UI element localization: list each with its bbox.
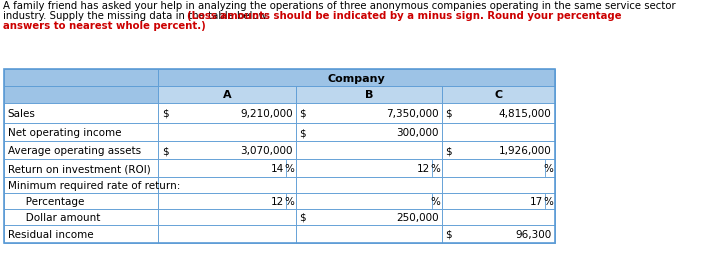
Text: Percentage: Percentage	[16, 196, 84, 206]
Bar	[159, 104, 296, 123]
Bar	[442, 225, 554, 243]
Bar	[296, 141, 442, 159]
Text: Minimum required rate of return:: Minimum required rate of return:	[7, 180, 180, 190]
Bar	[4, 177, 159, 193]
Text: $: $	[445, 108, 452, 119]
Text: $: $	[445, 229, 452, 239]
Text: C: C	[494, 90, 503, 100]
Text: $: $	[299, 212, 306, 222]
Bar	[442, 177, 554, 193]
Bar	[159, 209, 296, 225]
Bar	[296, 193, 442, 209]
Text: industry. Supply the missing data in the table below:: industry. Supply the missing data in the…	[4, 11, 273, 21]
Bar	[296, 104, 442, 123]
Text: Sales: Sales	[7, 108, 35, 119]
Text: answers to nearest whole percent.): answers to nearest whole percent.)	[4, 21, 206, 31]
Text: B: B	[365, 90, 373, 100]
Bar	[4, 193, 159, 209]
Bar	[4, 70, 554, 243]
Bar	[442, 87, 554, 104]
Text: 96,300: 96,300	[515, 229, 551, 239]
Bar	[442, 141, 554, 159]
Bar	[4, 159, 159, 177]
Bar	[159, 225, 296, 243]
Bar	[159, 193, 296, 209]
Text: Company: Company	[327, 73, 386, 83]
Text: $: $	[299, 108, 306, 119]
Bar	[159, 87, 296, 104]
Bar	[159, 70, 554, 87]
Bar	[4, 209, 159, 225]
Text: 3,070,000: 3,070,000	[241, 146, 293, 155]
Text: %: %	[430, 196, 440, 206]
Bar	[159, 159, 296, 177]
Text: %: %	[543, 196, 553, 206]
Bar	[4, 104, 159, 123]
Bar	[159, 123, 296, 141]
Text: Net operating income: Net operating income	[7, 128, 121, 137]
Bar	[442, 123, 554, 141]
Text: 1,926,000: 1,926,000	[498, 146, 551, 155]
Text: 9,210,000: 9,210,000	[240, 108, 293, 119]
Bar	[159, 141, 296, 159]
Bar	[4, 141, 159, 159]
Text: Dollar amount: Dollar amount	[16, 212, 101, 222]
Text: 250,000: 250,000	[396, 212, 439, 222]
Text: 7,350,000: 7,350,000	[386, 108, 439, 119]
Bar	[296, 87, 442, 104]
Text: Average operating assets: Average operating assets	[7, 146, 141, 155]
Text: 12: 12	[417, 163, 430, 173]
Text: A: A	[223, 90, 231, 100]
Text: %: %	[284, 163, 294, 173]
Text: Return on investment (ROI): Return on investment (ROI)	[7, 163, 150, 173]
Text: (Loss amounts should be indicated by a minus sign. Round your percentage: (Loss amounts should be indicated by a m…	[187, 11, 622, 21]
Bar	[4, 225, 159, 243]
Bar	[442, 104, 554, 123]
Text: 4,815,000: 4,815,000	[498, 108, 551, 119]
Bar	[442, 193, 554, 209]
Bar	[296, 177, 442, 193]
Text: %: %	[430, 163, 440, 173]
Text: 12: 12	[271, 196, 284, 206]
Bar	[296, 159, 442, 177]
Bar	[4, 87, 159, 104]
Text: 17: 17	[530, 196, 543, 206]
Text: $: $	[445, 146, 452, 155]
Text: 14: 14	[271, 163, 284, 173]
Bar	[159, 177, 296, 193]
Bar	[4, 70, 159, 87]
Text: $: $	[162, 146, 169, 155]
Bar	[296, 123, 442, 141]
Text: A family friend has asked your help in analyzing the operations of three anonymo: A family friend has asked your help in a…	[4, 1, 676, 11]
Bar	[296, 209, 442, 225]
Text: $: $	[299, 128, 306, 137]
Text: %: %	[543, 163, 553, 173]
Text: 300,000: 300,000	[396, 128, 439, 137]
Bar	[442, 159, 554, 177]
Bar	[296, 225, 442, 243]
Bar	[4, 123, 159, 141]
Text: %: %	[284, 196, 294, 206]
Bar	[442, 209, 554, 225]
Text: $: $	[162, 108, 169, 119]
Text: Residual income: Residual income	[7, 229, 93, 239]
